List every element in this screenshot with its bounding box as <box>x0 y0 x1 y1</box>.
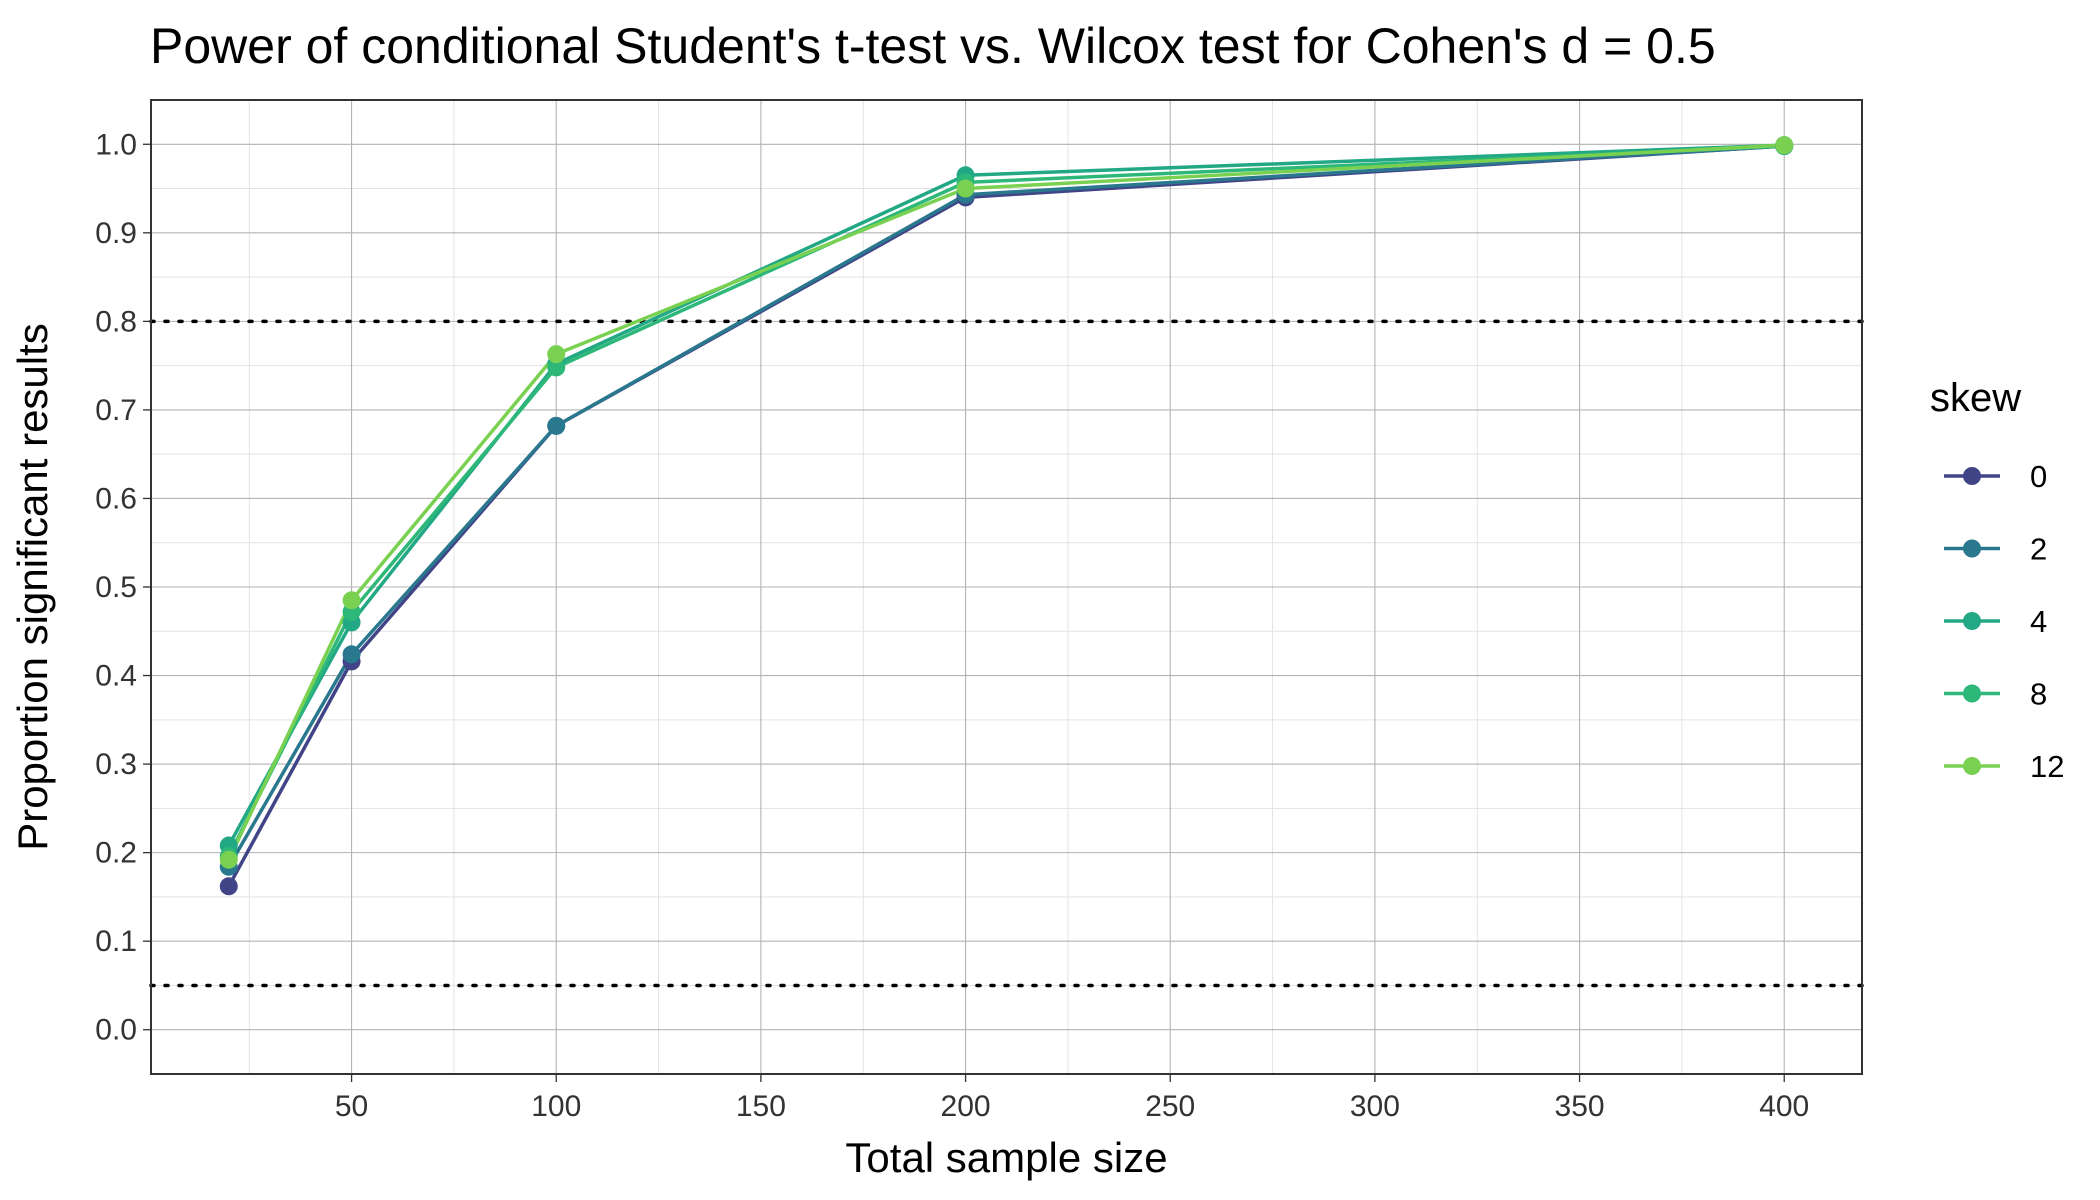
data-point-skew-12 <box>547 345 566 364</box>
x-tick-label: 250 <box>1145 1090 1195 1123</box>
data-point-skew-2 <box>547 416 566 435</box>
data-point-skew-0 <box>219 877 238 896</box>
series-line-skew-4 <box>227 143 1785 847</box>
legend-item-skew-2: 2 <box>1944 532 2047 567</box>
y-tick-label: 0.5 <box>95 571 137 604</box>
x-tick-label: 350 <box>1555 1090 1605 1123</box>
data-series <box>219 136 1794 896</box>
x-tick-label: 400 <box>1759 1090 1809 1123</box>
series-line-skew-2 <box>227 144 1785 868</box>
major-gridlines <box>151 100 1862 1074</box>
y-axis-title: Proportion significant results <box>9 323 56 851</box>
chart-title: Power of conditional Student's t-test vs… <box>150 18 1716 74</box>
legend-item-skew-8: 8 <box>1944 677 2047 712</box>
x-tick-label: 300 <box>1350 1090 1400 1123</box>
x-tick-label: 50 <box>335 1090 368 1123</box>
legend-label: 8 <box>2030 677 2047 712</box>
x-axis: 50 100 150 200 250 300 350 400 <box>335 1074 1809 1123</box>
data-point-skew-12 <box>219 850 238 869</box>
y-tick-label: 0.6 <box>95 482 137 515</box>
series-line-skew-8 <box>227 144 1785 857</box>
x-tick-label: 150 <box>736 1090 786 1123</box>
y-tick-label: 0.4 <box>95 660 137 693</box>
y-axis: 0.0 0.1 0.2 0.3 0.4 0.5 0.6 0.7 0.8 0.9 1.0 <box>95 128 151 1047</box>
x-tick-label: 200 <box>941 1090 991 1123</box>
legend-key-point <box>1963 757 1981 775</box>
y-tick-label: 0.7 <box>95 394 137 427</box>
y-tick-label: 0.9 <box>95 217 137 250</box>
legend: skew 0 2 4 8 12 <box>1930 376 2064 784</box>
legend-key-point <box>1963 539 1981 558</box>
legend-key-point <box>1963 612 1981 630</box>
y-tick-label: 0.0 <box>95 1014 137 1047</box>
x-axis-title: Total sample size <box>845 1134 1167 1181</box>
y-tick-label: 0.3 <box>95 748 137 781</box>
y-tick-label: 1.0 <box>95 128 137 161</box>
data-point-skew-8 <box>547 358 566 377</box>
data-point-skew-12 <box>1775 136 1794 155</box>
x-tick-label: 100 <box>531 1090 581 1123</box>
data-point-skew-2 <box>342 645 361 664</box>
series-line-skew-0 <box>227 144 1785 888</box>
legend-label: 4 <box>2030 604 2047 639</box>
legend-key-point <box>1963 684 1981 703</box>
y-tick-label: 0.1 <box>95 925 137 958</box>
data-point-skew-12 <box>342 591 361 610</box>
legend-item-skew-0: 0 <box>1944 459 2047 494</box>
legend-key-point <box>1963 467 1981 485</box>
legend-item-skew-12: 12 <box>1944 749 2064 784</box>
series-line-skew-12 <box>227 143 1785 861</box>
legend-title: skew <box>1930 376 2021 420</box>
data-point-skew-12 <box>956 179 975 198</box>
y-tick-label: 0.8 <box>95 305 137 338</box>
reference-lines <box>149 319 1864 988</box>
y-tick-label: 0.2 <box>95 837 137 870</box>
legend-label: 12 <box>2030 749 2064 784</box>
legend-label: 2 <box>2030 532 2047 567</box>
legend-item-skew-4: 4 <box>1944 604 2047 639</box>
legend-label: 0 <box>2030 459 2047 494</box>
